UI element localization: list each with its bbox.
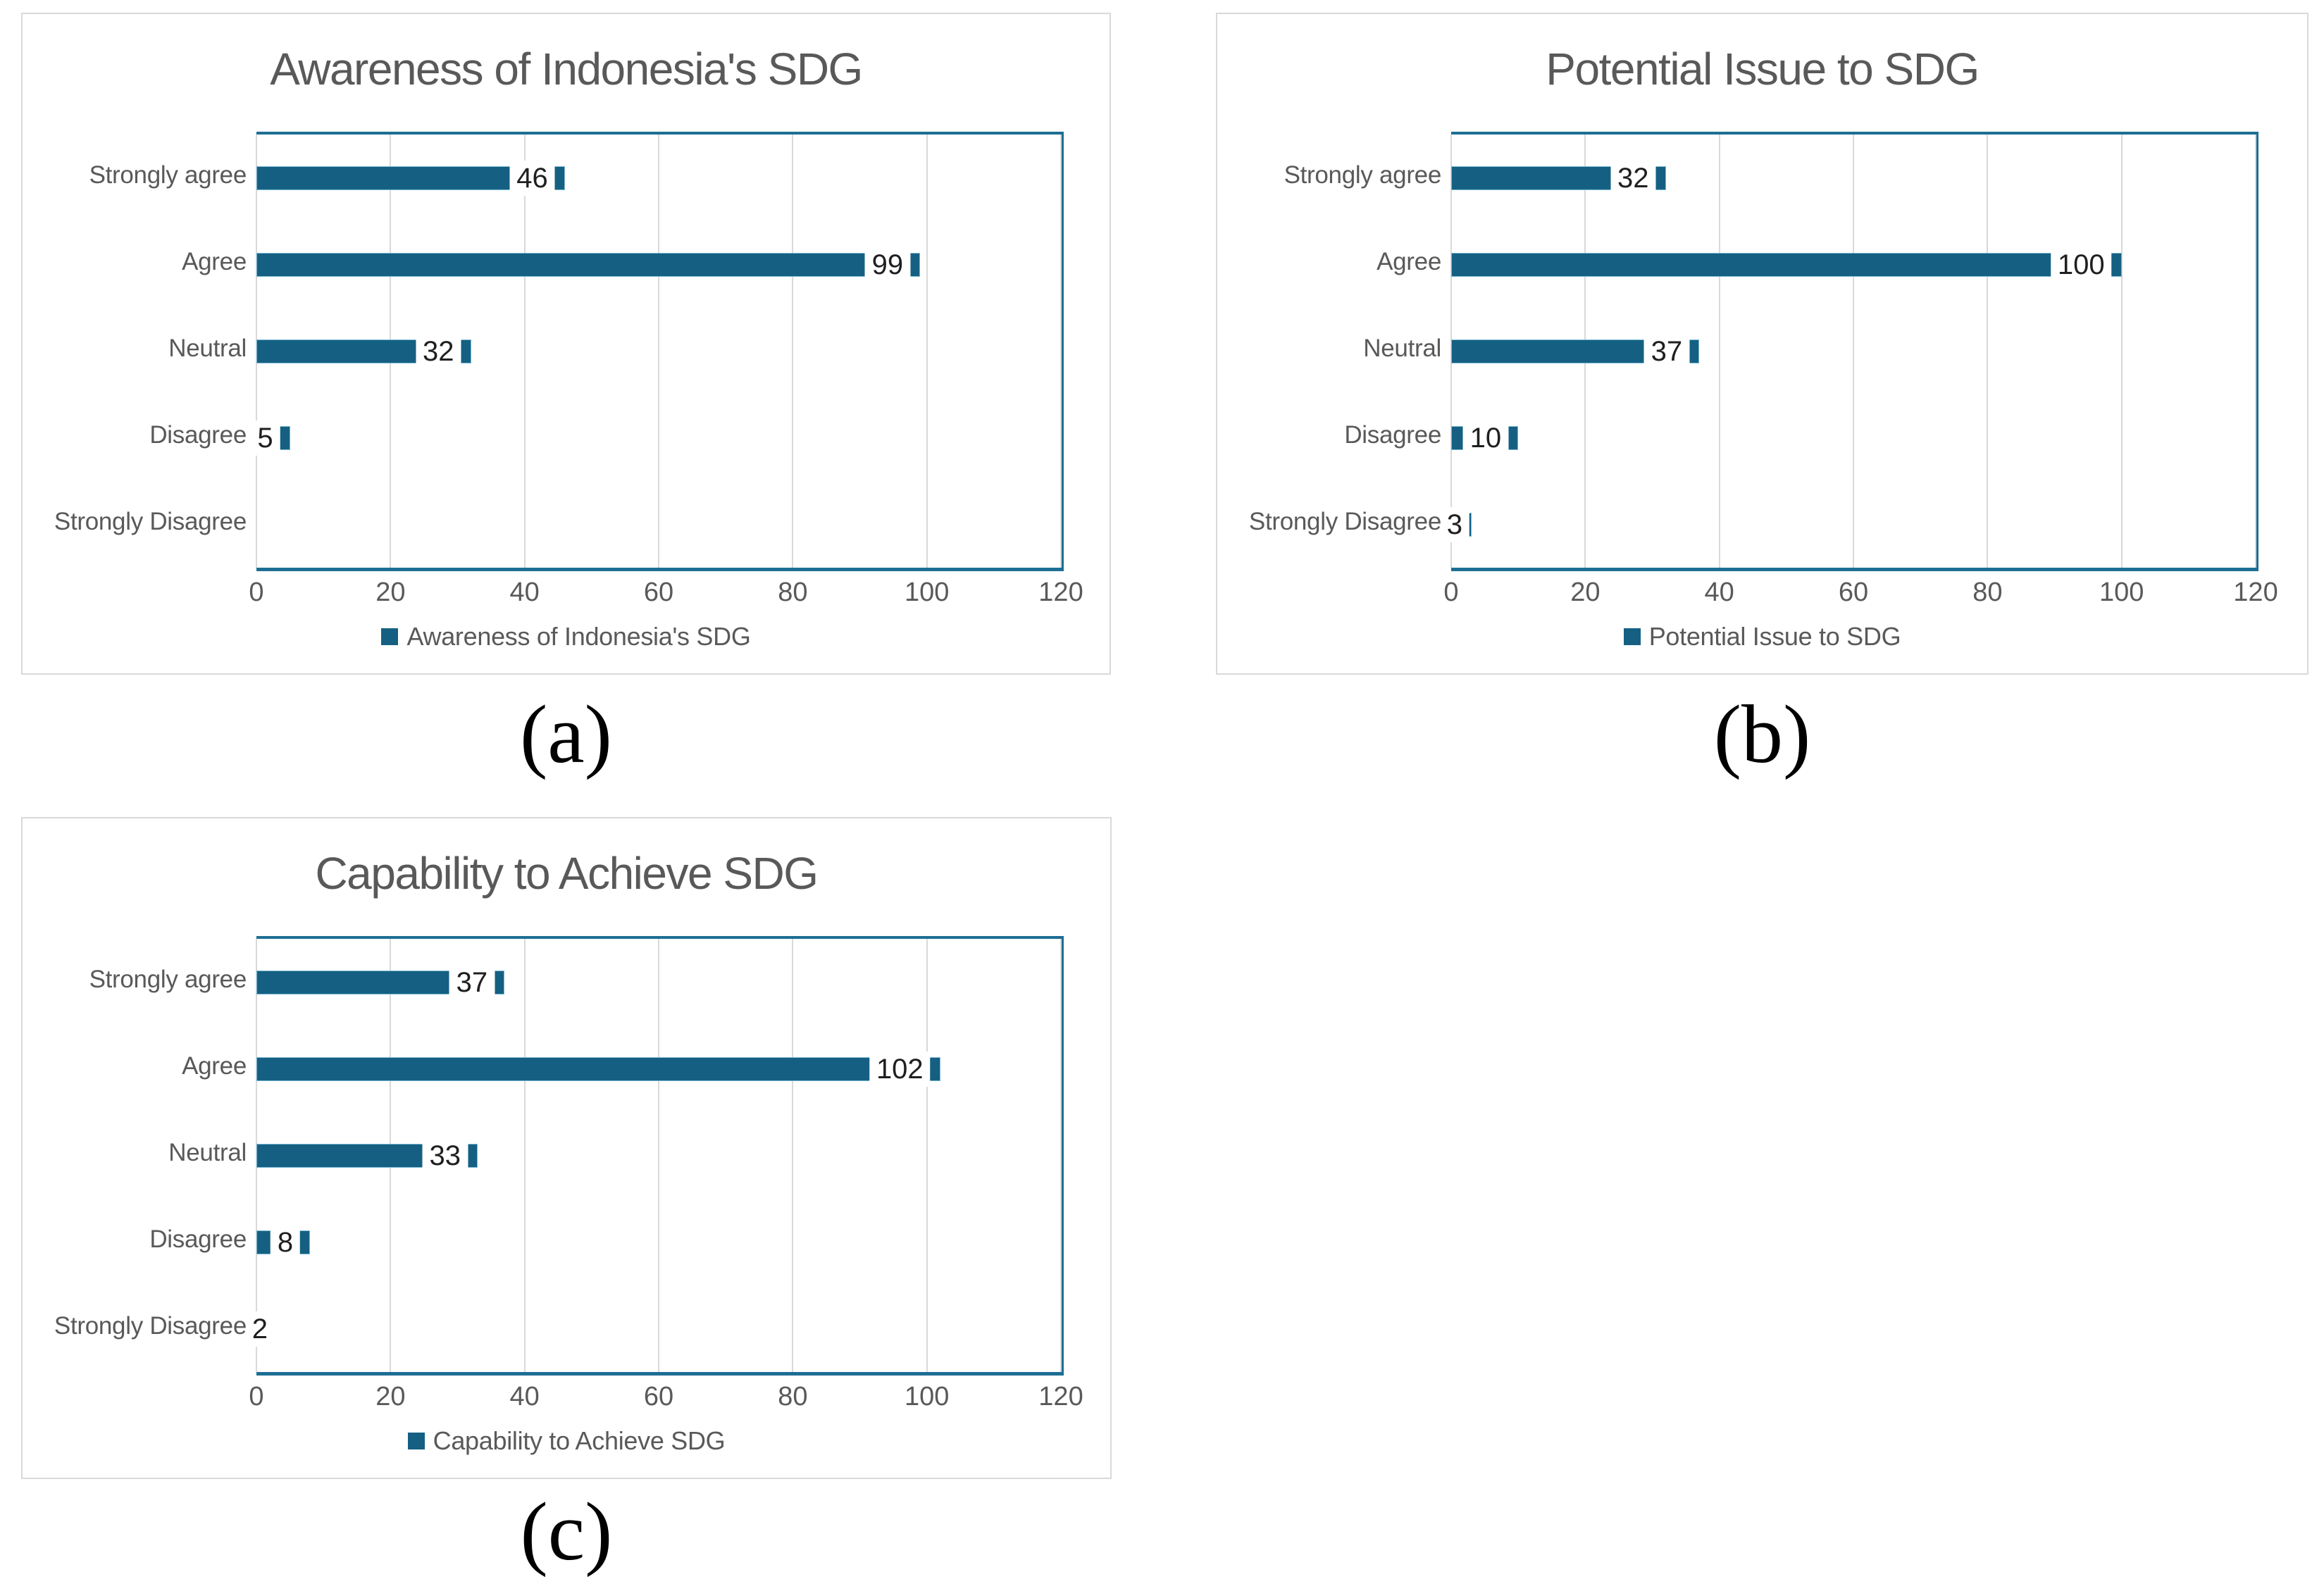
x-axis-tick-label: 20: [375, 578, 406, 607]
x-axis-tick-label: 60: [643, 1382, 674, 1411]
legend: Potential Issue to SDG: [1217, 620, 2307, 654]
plot-area: 37 102 33 8 2: [244, 936, 1064, 1376]
x-axis-tick-label: 0: [249, 578, 264, 607]
category-label: Neutral: [168, 1138, 247, 1166]
caption-b: (b): [1713, 688, 1811, 780]
gridline: [792, 135, 794, 568]
chart-card-awareness: Awareness of Indonesia's SDG 46 99 32 5 Awa…: [21, 13, 1111, 675]
x-axis-tick-label: 120: [1038, 578, 1083, 607]
x-axis-tick-label: 60: [643, 578, 674, 607]
bar-value-label: 3: [1439, 506, 1469, 542]
chart-card-capability: Capability to Achieve SDG 37 102 33 8 2 Capa…: [21, 817, 1112, 1479]
gridline: [1718, 135, 1720, 568]
legend-marker-icon: [1623, 628, 1641, 645]
category-label: Strongly Disagree: [1248, 507, 1441, 535]
bar: [256, 1056, 940, 1081]
category-label: Agree: [182, 1052, 247, 1080]
legend-label: Potential Issue to SDG: [1648, 622, 1901, 651]
gridline: [523, 939, 526, 1372]
x-axis-tick-label: 100: [2099, 578, 2144, 607]
category-label: Strongly Disagree: [54, 1311, 247, 1340]
legend-label: Capability to Achieve SDG: [433, 1426, 726, 1455]
chart-title: Potential Issue to SDG: [1546, 44, 1980, 94]
bar-value-label: 37: [1643, 333, 1690, 369]
gridline: [1987, 135, 1989, 568]
legend: Capability to Achieve SDG: [23, 1424, 1110, 1458]
gridline: [1060, 939, 1062, 1372]
gridline: [792, 939, 794, 1372]
gridline: [2120, 135, 2123, 568]
bar: [256, 252, 921, 277]
bar-value-label: 37: [449, 964, 495, 1000]
chart-card-potential-issue: Potential Issue to SDG 32 100 37 10 3 Potent…: [1216, 13, 2309, 675]
bar-value-label: 10: [1462, 420, 1509, 456]
category-label: Strongly agree: [89, 965, 247, 993]
legend-label: Awareness of Indonesia's SDG: [406, 622, 751, 651]
x-axis-tick-label: 0: [249, 1382, 264, 1411]
bar-value-label: 2: [244, 1311, 275, 1347]
category-label: Disagree: [149, 1225, 247, 1253]
bar-value-label: 8: [270, 1224, 301, 1260]
x-axis-tick-label: 80: [1972, 578, 2003, 607]
x-axis-tick-label: 100: [904, 1382, 950, 1411]
x-axis-tick-label: 120: [1038, 1382, 1083, 1411]
x-axis-tick-label: 20: [375, 1382, 406, 1411]
category-label: Agree: [182, 247, 247, 275]
gridline: [926, 939, 928, 1372]
gridline: [658, 135, 659, 568]
plot-area: 46 99 32 5: [250, 132, 1064, 571]
bar-value-label: 32: [416, 333, 461, 369]
x-axis-tick-label: 40: [509, 1382, 540, 1411]
x-axis-tick-label: 120: [2233, 578, 2278, 607]
gridline: [1060, 135, 1062, 568]
chart-title: Capability to Achieve SDG: [315, 848, 819, 899]
x-axis-tick-label: 100: [904, 578, 950, 607]
gridline: [658, 939, 659, 1372]
bar-value-label: 33: [422, 1137, 468, 1173]
x-axis-tick-label: 20: [1570, 578, 1601, 607]
category-label: Strongly Disagree: [54, 507, 247, 535]
category-label: Neutral: [1363, 334, 1441, 362]
category-label: Disagree: [1344, 420, 1441, 449]
x-axis-tick-label: 40: [1704, 578, 1734, 607]
category-label: Strongly agree: [89, 161, 247, 189]
bar-value-label: 32: [1610, 160, 1656, 196]
bar-value-label: 100: [2050, 247, 2112, 282]
bar-value-label: 99: [864, 247, 911, 282]
category-label: Neutral: [168, 334, 247, 362]
gridline: [2255, 135, 2256, 568]
chart-title: Awareness of Indonesia's SDG: [270, 44, 863, 94]
x-axis-tick-label: 60: [1838, 578, 1869, 607]
legend-marker-icon: [407, 1433, 425, 1449]
legend-marker-icon: [381, 628, 399, 645]
caption-c: (c): [520, 1485, 613, 1578]
x-axis-tick-label: 80: [778, 1382, 808, 1411]
x-axis-tick-label: 80: [778, 578, 808, 607]
bar-value-label: 5: [250, 420, 280, 456]
legend: Awareness of Indonesia's SDG: [23, 620, 1110, 654]
bar-value-label: 102: [869, 1051, 931, 1087]
gridline: [523, 135, 526, 568]
caption-a: (a): [520, 688, 612, 780]
gridline: [1853, 135, 1854, 568]
x-axis-tick-label: 0: [1443, 578, 1459, 607]
bar-value-label: 46: [509, 160, 555, 196]
x-axis-tick-label: 40: [509, 578, 540, 607]
plot-area: 32 100 37 10 3: [1439, 132, 2258, 571]
bar: [1451, 252, 2122, 277]
category-label: Strongly agree: [1284, 161, 1442, 189]
gridline: [926, 135, 928, 568]
category-label: Agree: [1377, 247, 1441, 275]
category-label: Disagree: [149, 420, 247, 449]
